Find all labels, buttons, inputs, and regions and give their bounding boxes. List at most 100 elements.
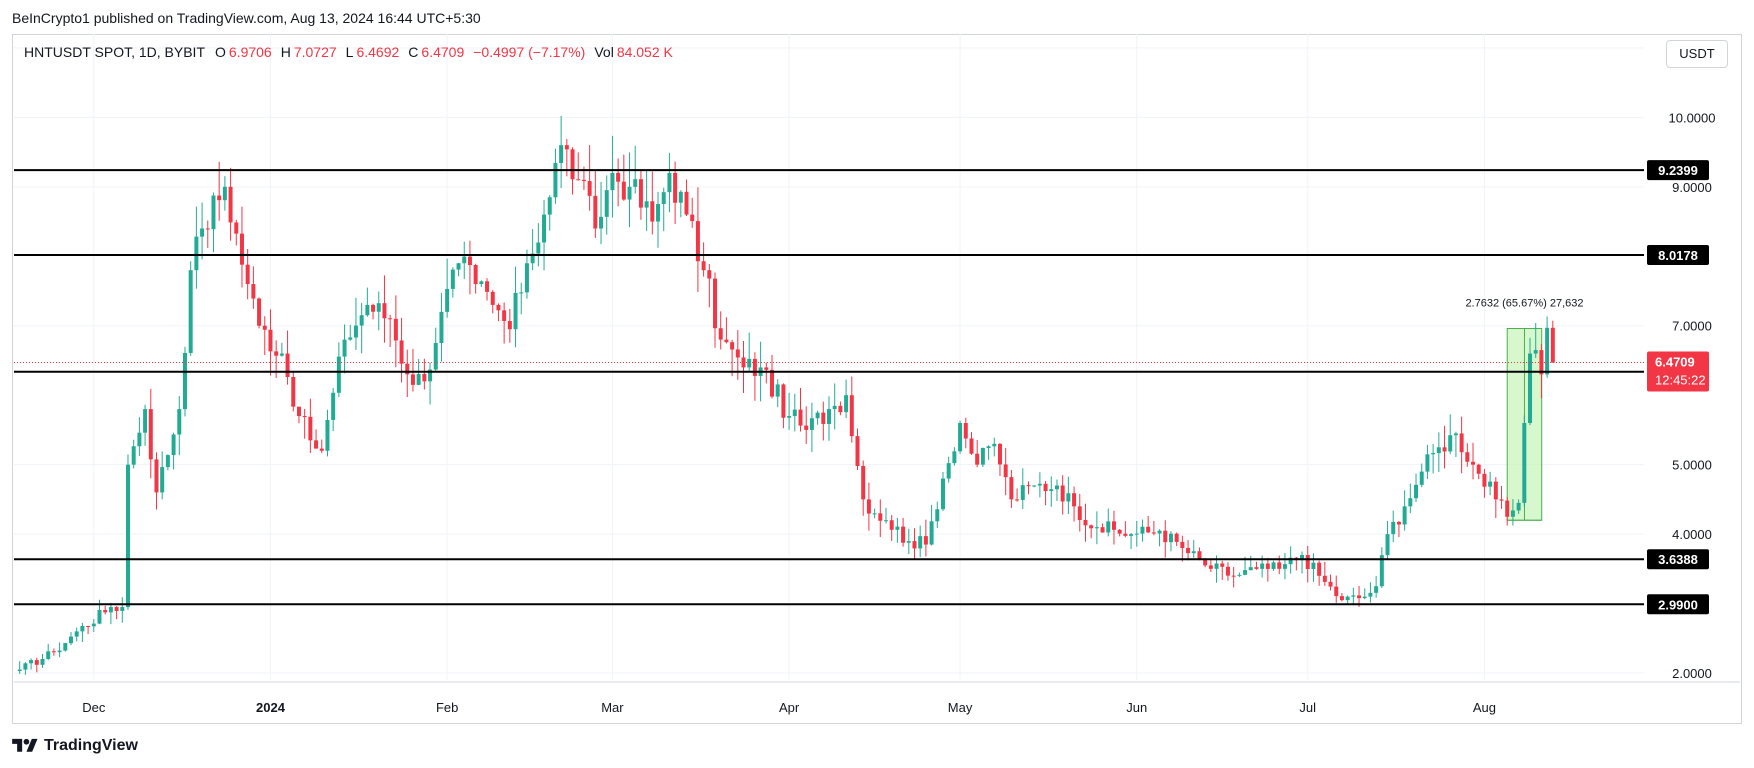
candle-body <box>707 270 712 279</box>
candle-body <box>479 281 484 285</box>
candle-body <box>200 228 205 237</box>
candle-body <box>445 288 450 312</box>
candle-body <box>1214 563 1219 569</box>
candle-body <box>1220 563 1225 567</box>
candle-body <box>1374 586 1379 593</box>
candle-body <box>279 353 284 356</box>
candle-body <box>496 304 501 311</box>
candle-body <box>239 233 244 265</box>
candle-body <box>1305 554 1310 570</box>
candle-body <box>331 392 336 420</box>
candle-body <box>701 261 706 271</box>
candle-body <box>1129 534 1134 536</box>
candle-body <box>1254 567 1259 569</box>
candle-body <box>29 660 34 664</box>
candle-body <box>1482 473 1487 487</box>
candle-body <box>1043 483 1048 492</box>
candle-body <box>428 369 433 382</box>
candle-body <box>108 607 113 613</box>
y-tick-label: 9.0000 <box>1672 180 1712 195</box>
legend-symbol[interactable]: HNTUSDT SPOT, 1D, BYBIT <box>24 44 205 60</box>
candle-body <box>1442 447 1447 452</box>
last-price-badge: 6.4709 12:45:22 <box>1647 351 1709 392</box>
candle-body <box>832 405 837 410</box>
candle-body <box>821 412 826 424</box>
candle-body <box>1020 485 1025 500</box>
candle-body <box>1528 353 1533 423</box>
y-tick-label: 10.0000 <box>1669 110 1716 125</box>
candle-body <box>507 320 512 330</box>
candle-body <box>1265 563 1270 569</box>
candle-body <box>1288 557 1293 565</box>
candle-body <box>1277 562 1282 569</box>
candle-body <box>1351 595 1356 597</box>
candle-body <box>234 222 239 234</box>
level-label: 8.0178 <box>1658 248 1698 263</box>
candle-body <box>1054 485 1059 490</box>
candle-body <box>336 356 341 393</box>
candle-body <box>120 607 125 611</box>
candle-body <box>1322 575 1327 582</box>
candle-body <box>382 303 387 319</box>
candle-body <box>1436 447 1441 454</box>
candle-body <box>889 520 894 530</box>
candle-body <box>1499 499 1504 501</box>
axes: 2.00004.00005.00007.00009.000010.000011.… <box>14 41 1740 715</box>
candle-body <box>462 256 467 264</box>
candle-body <box>211 195 216 230</box>
candle-body <box>296 406 301 417</box>
candle-body <box>274 351 279 356</box>
candle-body <box>1493 481 1498 500</box>
candle-body <box>131 446 136 465</box>
candle-body <box>205 228 210 230</box>
candle-body <box>963 422 968 439</box>
candle-body <box>923 536 928 545</box>
candle-body <box>975 453 980 465</box>
candle-body <box>901 526 906 543</box>
candle-body <box>393 318 398 341</box>
candle-body <box>1379 555 1384 587</box>
level-label-bg <box>1647 160 1709 181</box>
candle-body <box>143 409 148 433</box>
level-label-bg <box>1647 245 1709 266</box>
candle-body <box>695 221 700 262</box>
candle-body <box>1453 433 1458 436</box>
y-tick-label: 2.0000 <box>1672 666 1712 681</box>
legend-close-label: C <box>408 44 419 60</box>
candle-body <box>1180 541 1185 549</box>
publisher-caption: BeInCrypto1 published on TradingView.com… <box>12 10 481 26</box>
candle-body <box>764 367 769 370</box>
candle-body <box>405 363 410 375</box>
level-label-bg <box>1647 549 1709 570</box>
candle-body <box>302 416 307 418</box>
x-tick-label: Feb <box>436 700 458 715</box>
candle-body <box>906 541 911 543</box>
candle-body <box>262 325 267 330</box>
candle-body <box>450 269 455 289</box>
candle-body <box>1077 506 1082 520</box>
level-label-bg <box>1647 594 1709 615</box>
candle-body <box>530 253 535 264</box>
candle-body <box>154 459 159 493</box>
candle-body <box>952 451 957 464</box>
chart-frame[interactable] <box>12 34 1742 724</box>
candle-body <box>656 203 661 222</box>
candle-body <box>1339 596 1344 601</box>
currency-button[interactable]: USDT <box>1666 40 1728 68</box>
candle-body <box>40 658 45 665</box>
candle-body <box>74 631 79 637</box>
candle-body <box>855 436 860 466</box>
candle-body <box>787 416 792 418</box>
x-tick-label: Mar <box>601 700 624 715</box>
candle-body <box>1083 519 1088 526</box>
candle-body <box>348 337 353 340</box>
tradingview-logo[interactable]: TradingView <box>12 736 138 756</box>
candle-body <box>1231 575 1236 577</box>
candle-body <box>1208 565 1213 569</box>
candle-body <box>644 201 649 208</box>
legend-change-value: −0.4997 (−7.17%) <box>473 44 586 60</box>
candle-body <box>678 191 683 203</box>
candle-body <box>1191 551 1196 554</box>
candle-body <box>251 284 256 299</box>
